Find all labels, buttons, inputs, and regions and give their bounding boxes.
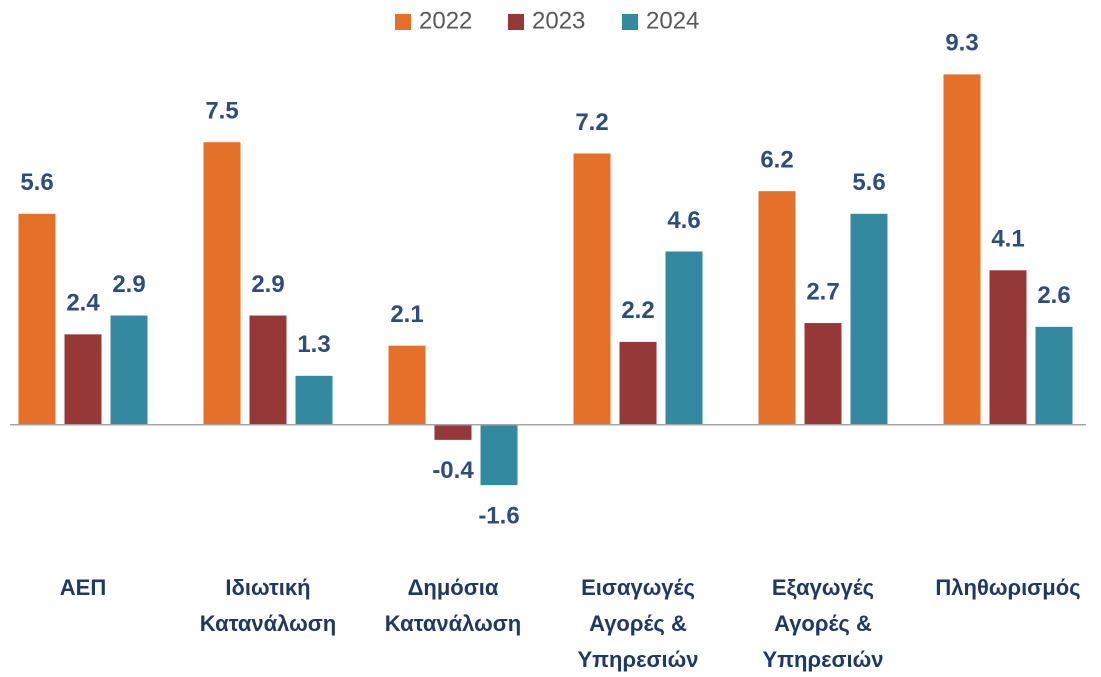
bar — [249, 315, 287, 425]
bar — [434, 424, 472, 440]
bar — [804, 323, 842, 425]
bar — [573, 153, 611, 425]
x-tick-label: ΑΕΠ — [59, 575, 107, 600]
bar — [388, 345, 426, 425]
value-label: -0.4 — [432, 457, 474, 484]
value-label: 2.6 — [1037, 282, 1070, 309]
bar — [758, 191, 796, 425]
value-label: 2.1 — [390, 301, 423, 328]
value-label: 9.3 — [945, 30, 978, 57]
bar — [1035, 326, 1073, 425]
value-label: 2.9 — [251, 271, 284, 298]
value-label: 7.2 — [575, 109, 608, 136]
value-label: 2.2 — [621, 297, 654, 324]
legend-swatch — [622, 14, 638, 30]
bar — [850, 213, 888, 425]
value-label: 1.3 — [297, 331, 330, 358]
value-label: -1.6 — [478, 502, 519, 529]
value-label: 6.2 — [760, 147, 793, 174]
x-tick-label: Ιδιωτική Κατανάλωση — [199, 575, 337, 636]
legend-swatch — [508, 14, 524, 30]
bar — [619, 341, 657, 425]
bar — [943, 74, 981, 425]
legend-label: 2022 — [419, 7, 472, 34]
bar — [18, 213, 56, 425]
bar — [989, 270, 1027, 425]
bar — [665, 251, 703, 425]
value-label: 4.1 — [991, 226, 1024, 253]
legend-label: 2023 — [532, 7, 585, 34]
value-label: 2.4 — [66, 290, 100, 317]
bar — [110, 315, 148, 425]
x-tick-label: Εισαγωγές Αγορές & Υπηρεσιών — [577, 575, 699, 672]
value-label: 2.7 — [806, 278, 839, 305]
legend-label: 2024 — [646, 7, 699, 34]
value-label: 5.6 — [852, 169, 885, 196]
bar — [480, 424, 518, 486]
x-tick-label: Εξαγωγές Αγορές & Υπηρεσιών — [762, 575, 884, 672]
value-label: 2.9 — [112, 271, 145, 298]
legend-swatch — [395, 14, 411, 30]
bar — [64, 334, 102, 425]
value-label: 7.5 — [205, 98, 238, 125]
value-label: 4.6 — [667, 207, 700, 234]
bar — [203, 142, 241, 425]
bar — [295, 375, 333, 425]
value-label: 5.6 — [20, 169, 53, 196]
x-tick-label: Δημόσια Κατανάλωση — [384, 575, 522, 636]
x-tick-label: Πληθωρισμός — [935, 575, 1081, 600]
